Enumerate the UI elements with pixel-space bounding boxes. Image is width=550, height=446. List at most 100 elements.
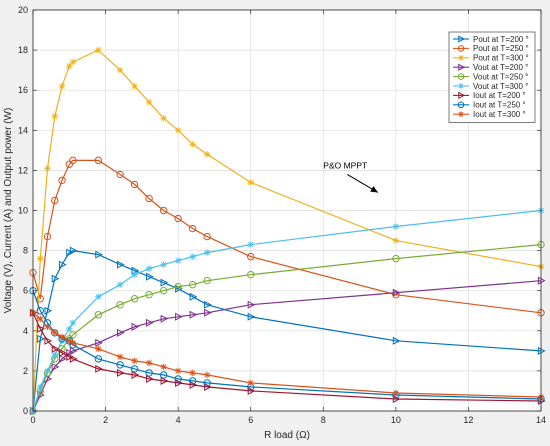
data-point <box>247 379 254 387</box>
data-point <box>51 351 58 359</box>
data-point <box>69 58 77 66</box>
data-point <box>160 314 169 323</box>
data-point <box>159 287 168 295</box>
legend-item: Iout at T=250 ° <box>453 101 526 110</box>
data-point <box>69 331 77 339</box>
data-point <box>131 357 138 365</box>
data-point <box>69 339 77 347</box>
data-point <box>66 325 73 332</box>
legend-item: Vout at T=200 ° <box>453 63 528 72</box>
data-point <box>43 232 52 241</box>
data-point <box>537 346 546 355</box>
data-point <box>392 291 400 299</box>
data-point <box>392 288 401 297</box>
annotation-text: P&O MPPT <box>323 160 367 170</box>
legend-label: Pout at T=250 ° <box>473 44 529 53</box>
data-point <box>116 281 124 288</box>
legend-item: Pout at T=300 ° <box>453 54 529 63</box>
x-tick-label: 4 <box>176 415 181 425</box>
data-point <box>44 336 53 345</box>
data-point <box>130 180 139 189</box>
data-point <box>51 329 58 337</box>
data-point <box>44 367 51 375</box>
data-point <box>51 113 58 120</box>
y-tick-label: 8 <box>23 246 28 256</box>
data-point <box>247 300 256 309</box>
legend-item: Vout at T=300 ° <box>453 82 528 91</box>
data-point <box>203 371 211 379</box>
data-point <box>174 127 182 134</box>
data-point <box>203 232 211 241</box>
data-point <box>189 292 198 301</box>
data-point <box>145 369 153 377</box>
y-tick-label: 2 <box>23 366 28 376</box>
data-point <box>189 310 198 319</box>
data-point <box>392 336 401 345</box>
data-point <box>146 272 154 281</box>
y-tick-label: 10 <box>18 206 28 216</box>
data-point <box>458 63 466 71</box>
legend-label: Iout at T=200 ° <box>473 91 526 100</box>
data-point <box>145 291 153 299</box>
data-point <box>189 141 196 148</box>
data-point <box>51 362 60 371</box>
data-point <box>145 359 153 367</box>
legend: Pout at T=200 °Pout at T=250 °Pout at T=… <box>448 31 536 123</box>
data-point <box>160 278 169 287</box>
data-point <box>69 156 77 165</box>
data-point <box>95 338 103 347</box>
data-point <box>160 115 167 122</box>
x-tick-label: 0 <box>30 415 35 425</box>
data-point <box>37 324 45 333</box>
data-point <box>247 179 254 186</box>
data-point <box>66 248 74 257</box>
data-point <box>66 352 74 361</box>
data-point <box>188 280 197 289</box>
data-point <box>457 73 465 80</box>
data-point <box>66 348 74 357</box>
data-point <box>51 344 60 353</box>
data-point <box>203 276 211 285</box>
data-point <box>458 83 464 89</box>
data-point <box>95 364 103 373</box>
data-point <box>131 271 138 278</box>
data-point <box>392 389 400 397</box>
y-tick-label: 6 <box>23 286 28 296</box>
data-point <box>58 176 66 185</box>
data-point <box>146 374 154 383</box>
data-point <box>203 249 211 256</box>
data-point <box>247 252 255 261</box>
data-point <box>160 363 167 371</box>
data-point <box>457 101 465 109</box>
data-point <box>160 376 169 385</box>
data-point <box>174 257 182 264</box>
data-point <box>247 270 255 279</box>
y-tick-label: 0 <box>23 406 28 416</box>
data-point <box>116 66 124 74</box>
x-tick-label: 8 <box>321 415 326 425</box>
data-point <box>247 386 256 395</box>
data-point <box>37 315 44 322</box>
data-point <box>37 255 44 262</box>
data-point <box>58 82 66 90</box>
legend-item: Vout at T=250 ° <box>453 72 528 81</box>
y-tick-label: 4 <box>23 326 28 336</box>
legend-label: Iout at T=250 ° <box>473 101 526 110</box>
data-point <box>392 223 400 230</box>
data-point <box>203 379 211 387</box>
axes-frame <box>32 9 542 412</box>
x-tick-label: 14 <box>536 415 546 425</box>
legend-label: Pout at T=200 ° <box>473 35 529 44</box>
data-point <box>117 260 125 269</box>
x-tick-label: 12 <box>463 415 473 425</box>
legend-label: Vout at T=250 ° <box>473 72 528 81</box>
legend-label: Iout at T=300 ° <box>473 110 526 119</box>
data-point <box>95 250 103 259</box>
data-point <box>94 311 103 319</box>
data-point <box>247 241 254 248</box>
data-point <box>58 348 67 357</box>
y-tick-label: 20 <box>18 5 28 15</box>
data-point <box>145 265 153 272</box>
data-point <box>458 111 464 117</box>
annotation-arrowhead <box>370 186 378 193</box>
